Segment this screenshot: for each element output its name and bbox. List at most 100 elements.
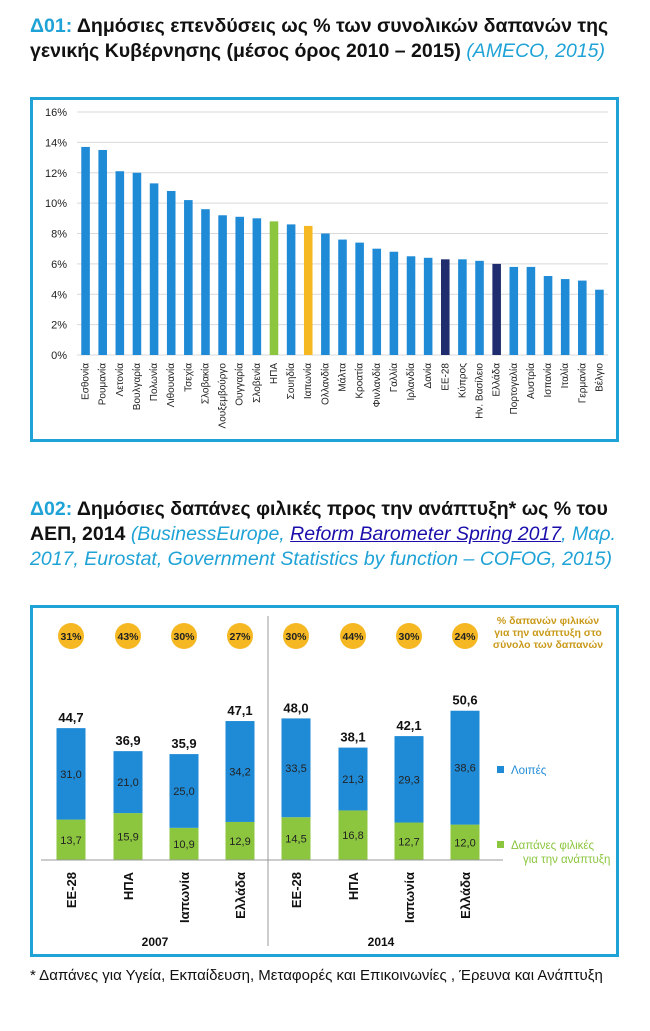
chart2-bar-other: [450, 710, 480, 825]
chart2-category-label: Ιαπωνία: [402, 872, 417, 923]
chart2-other-value-label: 21,3: [342, 774, 363, 786]
chart2-frame: 13,7 31,0 44,7 31% ΕΕ-28 15,9 21,0 36,9 43% ΗΠΑ 10…: [30, 605, 619, 957]
chart2-category-label: ΗΠΑ: [346, 871, 361, 900]
chart2-code: Δ02:: [30, 498, 73, 520]
chart2-legend-swatch-other: [497, 766, 504, 773]
chart1-x-tick-label: Ιαπωνία: [302, 363, 314, 399]
chart1-bar: [389, 251, 399, 355]
chart2-share-label: 30%: [285, 631, 307, 643]
chart2-other-value-label: 38,6: [454, 763, 475, 775]
chart2-other-value-label: 33,5: [285, 763, 306, 775]
chart2-bar-growth: [169, 827, 199, 860]
chart2-share-badge: [340, 623, 366, 649]
chart1-y-tick-label: 2%: [51, 320, 67, 332]
chart1-x-tick-label: Μάλτα: [337, 363, 349, 392]
chart1-bar: [475, 260, 484, 355]
chart2-legend-label-growth-line2: για την ανάπτυξη: [523, 854, 610, 866]
chart1-x-tick-label: Ολλανδία: [319, 363, 331, 405]
chart2-share-badge: [115, 623, 141, 649]
chart2-bar-other: [225, 721, 255, 822]
chart1-source: (AMECO, 2015): [466, 40, 606, 62]
chart1-code: Δ01:: [30, 15, 73, 37]
chart1-x-tick-label: Πολωνία: [148, 363, 160, 401]
chart1-bar: [526, 266, 536, 355]
chart1-bar: [235, 216, 245, 355]
chart2-bar-growth: [394, 822, 424, 860]
chart2-group-label: 2014: [368, 935, 395, 949]
chart2-total-label: 42,1: [396, 718, 421, 733]
chart2-other-value-label: 21,0: [117, 777, 138, 789]
chart2-bar-growth: [450, 824, 480, 860]
chart1-x-tick-label: Βέλγιο: [593, 363, 605, 392]
chart2-share-badge: [171, 623, 197, 649]
chart1-title: Δημόσιες επενδύσεις ως % των συνολικών δ…: [30, 15, 609, 62]
chart2-share-label: 31%: [60, 631, 82, 643]
chart1-x-tick-label: Φινλανδία: [371, 363, 383, 408]
chart1-bar: [560, 279, 570, 355]
chart2-other-value-label: 25,0: [173, 786, 194, 798]
chart2-bar-growth: [56, 819, 86, 860]
chart1-x-tick-label: Ουγγαρία: [234, 363, 246, 406]
chart1-bar: [115, 171, 125, 355]
chart2-growth-value-label: 10,9: [173, 839, 194, 851]
chart2-legend-label-other: Λοιπές: [511, 765, 547, 777]
chart2-category-label: ΕΕ-28: [64, 872, 79, 908]
chart2-share-label: 30%: [398, 631, 420, 643]
chart1-y-tick-label: 14%: [45, 137, 67, 149]
chart2-bar-other: [394, 736, 424, 823]
chart2-share-note-line: % δαπανών φιλικών: [497, 615, 599, 627]
chart2-total-label: 36,9: [115, 733, 140, 748]
chart2-share-badge: [452, 623, 478, 649]
chart1-x-tick-label: Ην. Βασίλειο: [474, 363, 486, 419]
chart2-source-post: , Μαρ. 2017, Eurostat, Government Statis…: [30, 523, 616, 570]
chart2-bar-other: [113, 751, 143, 814]
chart1-bar: [595, 289, 604, 355]
chart1-bar: [252, 218, 262, 355]
chart2-title: Δημόσιες δαπάνες φιλικές προς την ανάπτυ…: [30, 498, 608, 545]
chart2-legend-label-growth-line1: Δαπάνες φιλικές: [511, 840, 595, 852]
chart1-bar: [372, 248, 382, 355]
chart1-x-tick-label: Ελλάδα: [491, 363, 503, 397]
chart1-x-tick-label: Ισπανία: [542, 363, 554, 398]
chart2-share-badge: [396, 623, 422, 649]
chart1-y-tick-label: 10%: [45, 198, 67, 210]
chart2-group-label: 2007: [142, 935, 169, 949]
chart1-bar: [543, 276, 553, 355]
chart1-svg: 0% 2% 4% 6% 8% 10% 12% 14% 16% Εσθονία Ρουμανία Λετ…: [45, 107, 608, 428]
chart1-x-tick-label: Λιθουανία: [165, 363, 177, 407]
chart1-bar: [218, 215, 227, 355]
chart2-growth-value-label: 15,9: [117, 832, 138, 844]
chart2-other-value-label: 29,3: [398, 774, 419, 786]
chart2-bar-growth: [225, 821, 255, 860]
chart2-growth-value-label: 12,0: [454, 837, 475, 849]
chart2-category-label: Ιαπωνία: [177, 872, 192, 923]
footnote: * Δαπάνες για Υγεία, Εκπαίδευση, Μεταφορ…: [30, 967, 603, 984]
chart1-bar: [269, 221, 279, 355]
chart2-total-label: 48,0: [283, 700, 308, 715]
chart2-svg: 13,7 31,0 44,7 31% ΕΕ-28 15,9 21,0 36,9 43% ΗΠΑ 10…: [41, 615, 610, 949]
chart2-other-value-label: 31,0: [60, 769, 81, 781]
chart2-source-link[interactable]: Reform Barometer Spring 2017: [290, 523, 562, 545]
chart1-y-tick-label: 0%: [51, 350, 67, 362]
chart2-growth-value-label: 16,8: [342, 830, 363, 842]
chart1-y-tick-label: 12%: [45, 168, 67, 180]
chart1-bar: [201, 209, 210, 355]
chart2-share-note-line: για την ανάπτυξη στο: [494, 627, 602, 639]
chart1-x-tick-label: Εσθονία: [80, 363, 92, 400]
chart1-bar: [184, 200, 193, 355]
chart2-total-label: 47,1: [227, 703, 252, 718]
chart1-x-tick-label: ΗΠΑ: [269, 363, 280, 384]
chart1-bar: [423, 257, 433, 355]
chart1-x-tick-label: Λετονία: [114, 363, 126, 397]
chart2-category-label: Ελλάδα: [458, 872, 473, 919]
chart1-y-tick-label: 16%: [45, 107, 67, 119]
chart2-growth-value-label: 14,5: [285, 834, 306, 846]
chart2-bar-other: [56, 728, 86, 820]
chart1-x-tick-label: Κύπρος: [456, 363, 468, 398]
chart2-share-label: 27%: [229, 631, 251, 643]
chart1-x-tick-label: Ιρλανδία: [405, 363, 417, 401]
chart1-x-tick-label: Τσεχία: [182, 363, 194, 392]
chart1-x-tick-label: ΕΕ-28: [440, 363, 451, 391]
chart1-bar: [286, 224, 296, 355]
chart2-growth-value-label: 12,7: [398, 836, 419, 848]
